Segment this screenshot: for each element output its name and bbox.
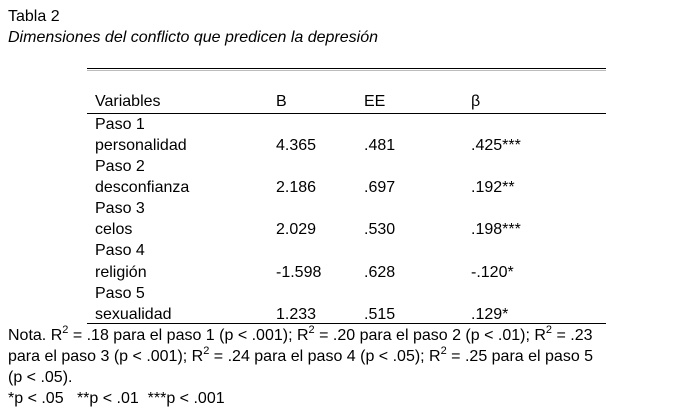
table-label: Tabla 2 <box>8 8 60 25</box>
note-line-1: Nota. R2 = .18 para el paso 1 (p < .001)… <box>8 324 593 345</box>
note-text: = .20 para el paso 2 (p < .01); R <box>314 327 546 344</box>
superscript: 2 <box>545 324 553 336</box>
b-cell: 2.029 <box>276 221 317 238</box>
step-label: Paso 4 <box>95 242 145 259</box>
superscript: 2 <box>203 345 210 357</box>
header-b: B <box>276 93 287 110</box>
header-variables: Variables <box>95 93 161 110</box>
beta-cell: .425*** <box>471 137 521 154</box>
ee-cell: .530 <box>364 221 396 238</box>
beta-cell: .129* <box>471 306 509 323</box>
note-text: = .25 para el paso 5 <box>446 348 594 365</box>
ee-cell: .481 <box>364 137 396 154</box>
step-label: Paso 2 <box>95 158 145 175</box>
ee-cell: .628 <box>364 264 396 281</box>
step-label: Paso 5 <box>95 285 145 302</box>
step-label: Paso 1 <box>95 116 145 133</box>
header-beta: β <box>471 93 481 110</box>
variable-cell: desconfianza <box>95 179 190 196</box>
note-text: = .23 <box>552 327 593 344</box>
variable-cell: celos <box>95 221 133 238</box>
b-cell: 2.186 <box>276 179 317 196</box>
note-line-2: para el paso 3 (p < .001); R2 = .24 para… <box>8 345 594 366</box>
b-cell: 4.365 <box>276 137 317 154</box>
significance-note: *p < .05 **p < .01 ***p < .001 <box>8 390 225 407</box>
note-text: Nota. R <box>8 327 63 344</box>
table-top-rule <box>87 68 606 69</box>
header-rule <box>87 113 606 114</box>
b-cell: -1.598 <box>276 264 322 281</box>
ee-cell: .515 <box>364 306 396 323</box>
variable-cell: personalidad <box>95 137 187 154</box>
superscript: 2 <box>62 324 69 336</box>
beta-cell: .192** <box>471 179 515 196</box>
b-cell: 1.233 <box>276 306 317 323</box>
variable-cell: sexualidad <box>95 306 172 323</box>
note-line-3: (p < .05). <box>8 369 73 386</box>
note-text: para el paso 3 (p < .001); R <box>8 348 204 365</box>
beta-cell: -.120* <box>471 264 514 281</box>
superscript: 2 <box>308 324 315 336</box>
header-ee: EE <box>364 93 386 110</box>
beta-cell: .198*** <box>471 221 521 238</box>
variable-cell: religión <box>95 264 147 281</box>
note-text: = .18 para el paso 1 (p < .001); R <box>68 327 309 344</box>
note-text: = .24 para el paso 4 (p < .05); R <box>209 348 441 365</box>
ee-cell: .697 <box>364 179 396 196</box>
table-bottom-rule <box>87 323 606 324</box>
table-top-rule-shadow <box>87 70 606 71</box>
step-label: Paso 3 <box>95 200 145 217</box>
table-title: Dimensiones del conflicto que predicen l… <box>8 29 378 46</box>
superscript: 2 <box>440 345 447 357</box>
